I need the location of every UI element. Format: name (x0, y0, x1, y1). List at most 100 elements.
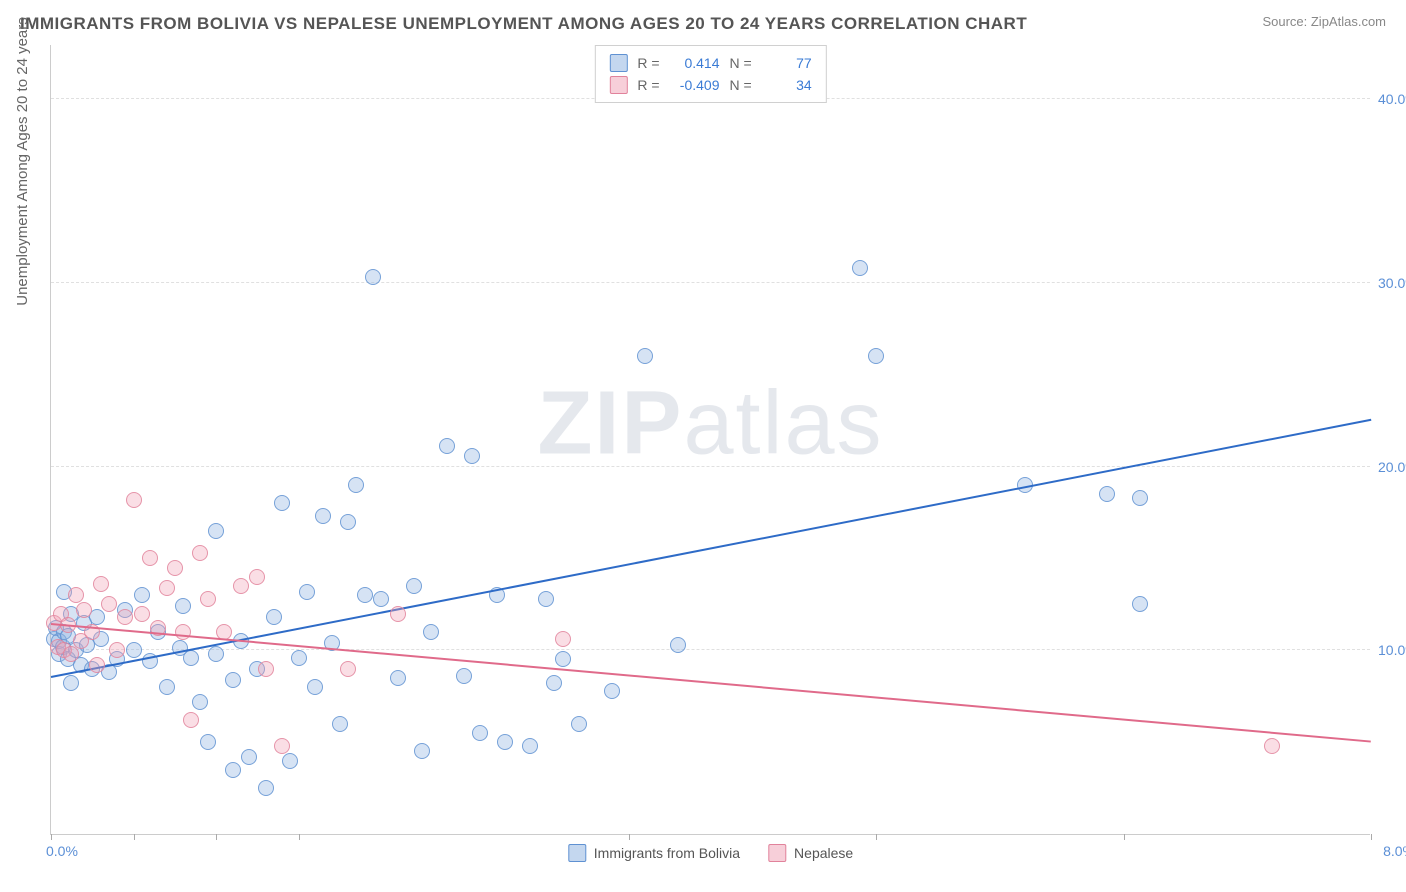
point-bolivia (604, 683, 620, 699)
point-bolivia (63, 675, 79, 691)
r-value-nepalese: -0.409 (670, 77, 720, 93)
point-bolivia (307, 679, 323, 695)
point-bolivia (406, 578, 422, 594)
point-nepalese (233, 578, 249, 594)
point-nepalese (175, 624, 191, 640)
point-bolivia (274, 495, 290, 511)
point-nepalese (390, 606, 406, 622)
point-bolivia (555, 651, 571, 667)
point-nepalese (89, 657, 105, 673)
point-bolivia (456, 668, 472, 684)
point-bolivia (315, 508, 331, 524)
x-tick-mark (216, 834, 217, 840)
point-bolivia (390, 670, 406, 686)
point-bolivia (497, 734, 513, 750)
x-tick-min: 0.0% (46, 843, 78, 859)
point-nepalese (183, 712, 199, 728)
x-tick-mark (134, 834, 135, 840)
swatch-blue (609, 54, 627, 72)
point-bolivia (1099, 486, 1115, 502)
point-bolivia (365, 269, 381, 285)
point-nepalese (200, 591, 216, 607)
point-bolivia (266, 609, 282, 625)
point-bolivia (291, 650, 307, 666)
point-bolivia (464, 448, 480, 464)
point-bolivia (208, 523, 224, 539)
point-bolivia (472, 725, 488, 741)
point-bolivia (348, 477, 364, 493)
y-tick-label: 40.0% (1378, 91, 1406, 107)
point-nepalese (117, 609, 133, 625)
series-legend: Immigrants from Bolivia Nepalese (568, 844, 853, 862)
x-tick-mark (299, 834, 300, 840)
point-nepalese (555, 631, 571, 647)
point-bolivia (183, 650, 199, 666)
watermark: ZIPatlas (537, 372, 883, 475)
point-bolivia (134, 587, 150, 603)
swatch-pink (609, 76, 627, 94)
y-axis-label: Unemployment Among Ages 20 to 24 years (14, 17, 31, 306)
scatter-plot-area: ZIPatlas R = 0.414 N = 77 R = -0.409 N =… (50, 45, 1370, 835)
point-nepalese (274, 738, 290, 754)
point-bolivia (241, 749, 257, 765)
point-nepalese (134, 606, 150, 622)
point-bolivia (571, 716, 587, 732)
point-bolivia (414, 743, 430, 759)
point-bolivia (225, 762, 241, 778)
n-value-bolivia: 77 (762, 55, 812, 71)
gridline (51, 282, 1370, 283)
n-value-nepalese: 34 (762, 77, 812, 93)
point-bolivia (282, 753, 298, 769)
point-bolivia (208, 646, 224, 662)
swatch-pink (768, 844, 786, 862)
watermark-bold: ZIP (537, 373, 683, 473)
n-label: N = (730, 77, 752, 93)
source-label: Source: ZipAtlas.com (1262, 14, 1386, 29)
point-nepalese (101, 596, 117, 612)
point-bolivia (538, 591, 554, 607)
legend-item-nepalese: Nepalese (768, 844, 853, 862)
point-bolivia (439, 438, 455, 454)
point-bolivia (126, 642, 142, 658)
gridline (51, 649, 1370, 650)
n-label: N = (730, 55, 752, 71)
point-nepalese (159, 580, 175, 596)
point-nepalese (93, 576, 109, 592)
legend-row-bolivia: R = 0.414 N = 77 (609, 52, 811, 74)
point-bolivia (175, 598, 191, 614)
point-bolivia (423, 624, 439, 640)
legend-label-bolivia: Immigrants from Bolivia (594, 845, 740, 861)
x-tick-mark (629, 834, 630, 840)
point-nepalese (258, 661, 274, 677)
x-tick-mark (51, 834, 52, 840)
x-tick-mark (1124, 834, 1125, 840)
correlation-legend: R = 0.414 N = 77 R = -0.409 N = 34 (594, 45, 826, 103)
watermark-light: atlas (683, 373, 883, 473)
y-tick-label: 10.0% (1378, 642, 1406, 658)
point-bolivia (1132, 596, 1148, 612)
point-bolivia (868, 348, 884, 364)
point-nepalese (142, 550, 158, 566)
point-bolivia (670, 637, 686, 653)
swatch-blue (568, 844, 586, 862)
r-label: R = (637, 77, 659, 93)
point-bolivia (332, 716, 348, 732)
y-tick-label: 20.0% (1378, 459, 1406, 475)
x-tick-max: 8.0% (1383, 843, 1406, 859)
point-nepalese (126, 492, 142, 508)
legend-label-nepalese: Nepalese (794, 845, 853, 861)
legend-item-bolivia: Immigrants from Bolivia (568, 844, 740, 862)
r-value-bolivia: 0.414 (670, 55, 720, 71)
r-label: R = (637, 55, 659, 71)
point-nepalese (68, 587, 84, 603)
point-bolivia (258, 780, 274, 796)
point-bolivia (522, 738, 538, 754)
chart-title: IMMIGRANTS FROM BOLIVIA VS NEPALESE UNEM… (20, 14, 1027, 34)
point-nepalese (1264, 738, 1280, 754)
point-bolivia (637, 348, 653, 364)
gridline (51, 466, 1370, 467)
point-nepalese (192, 545, 208, 561)
point-bolivia (1132, 490, 1148, 506)
x-tick-mark (876, 834, 877, 840)
point-bolivia (159, 679, 175, 695)
